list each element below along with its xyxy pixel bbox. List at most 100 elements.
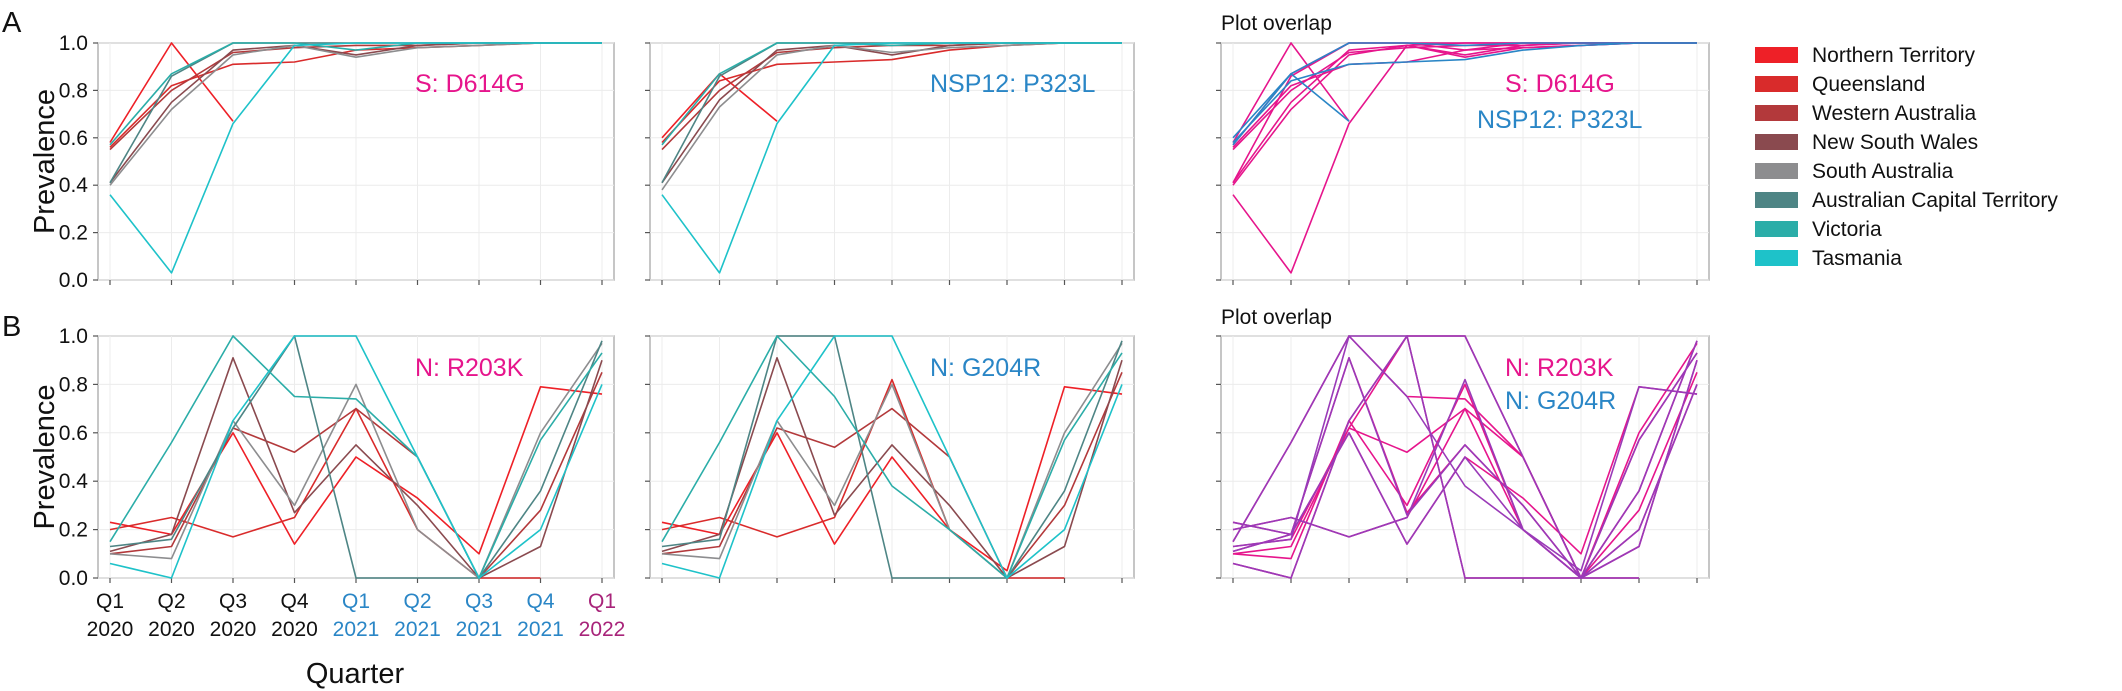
series-line xyxy=(109,335,603,579)
legend-item: Western Australia xyxy=(1755,102,1977,125)
legend-item: Australian Capital Territory xyxy=(1755,189,2058,212)
mutation-label: S: D614G xyxy=(1505,70,1615,98)
chart-panel: 0.0 0.2 0.4 0.6 0.8 1.0 Prevalence S: D614G xyxy=(29,32,615,292)
x-tick-year-label: 2021 xyxy=(333,618,380,641)
legend-swatch xyxy=(1755,76,1798,92)
panel-letter-a: A xyxy=(2,7,22,39)
y-tick-label: 1.0 xyxy=(59,325,88,348)
mutation-label: N: G204R xyxy=(930,354,1041,382)
series-line xyxy=(109,371,603,579)
legend-label: New South Wales xyxy=(1812,131,1978,154)
series-line xyxy=(1232,385,1698,572)
series-line xyxy=(1232,342,1698,579)
legend-swatch xyxy=(1755,221,1798,237)
y-axis-title: Prevalence xyxy=(29,384,61,529)
x-tick-quarter-label: Q3 xyxy=(219,590,247,613)
series-line xyxy=(109,42,602,274)
legend-label: Queensland xyxy=(1812,73,1925,96)
x-tick-year-label: 2022 xyxy=(579,618,626,641)
y-tick-label: 0.0 xyxy=(59,269,88,292)
legend-label: Tasmania xyxy=(1812,247,1902,270)
y-tick-label: 0.8 xyxy=(59,79,88,102)
y-tick-label: 0.2 xyxy=(59,222,88,245)
x-tick-quarter-label: Q2 xyxy=(157,590,185,613)
legend-swatch xyxy=(1755,192,1798,208)
y-tick-label: 0.4 xyxy=(59,174,89,197)
legend-item: New South Wales xyxy=(1755,131,1978,154)
panel-letter-b: B xyxy=(2,311,21,343)
x-tick-quarter-label: Q1 xyxy=(342,590,370,613)
legend-label: Northern Territory xyxy=(1812,44,1975,67)
overlap-title: Plot overlap xyxy=(1221,306,1332,329)
series-line xyxy=(109,342,603,579)
legend: Northern Territory Queensland Western Aust… xyxy=(1755,44,2058,270)
legend-item: Queensland xyxy=(1755,73,1925,96)
series-line xyxy=(1232,371,1698,579)
series-line xyxy=(661,335,1123,579)
series-line xyxy=(109,42,234,143)
chart-panels: 0.0 0.2 0.4 0.6 0.8 1.0 Prevalence S: D614G NSP1… xyxy=(29,12,1710,690)
legend-swatch xyxy=(1755,47,1798,63)
overlap-title: Plot overlap xyxy=(1221,12,1332,35)
legend-swatch xyxy=(1755,105,1798,121)
mutation-label: NSP12: P323L xyxy=(1477,106,1642,134)
series-line xyxy=(1232,335,1698,579)
mutation-label: NSP12: P323L xyxy=(930,70,1095,98)
legend-label: Australian Capital Territory xyxy=(1812,189,2058,212)
y-tick-label: 1.0 xyxy=(59,32,88,55)
x-tick-quarter-label: Q4 xyxy=(526,590,554,613)
x-tick-quarter-label: Q4 xyxy=(280,590,308,613)
x-tick-year-label: 2021 xyxy=(517,618,564,641)
chart-panel: Plot overlap S: D614G NSP12: P323L xyxy=(1216,12,1710,285)
series-line xyxy=(109,335,603,579)
series-line xyxy=(109,335,603,579)
series-line xyxy=(661,42,1122,274)
legend-label: Western Australia xyxy=(1812,102,1977,125)
series-line xyxy=(661,335,1123,579)
series-line xyxy=(661,342,1123,579)
legend-swatch xyxy=(1755,250,1798,266)
series-line xyxy=(1232,335,1698,579)
mutation-label: S: D614G xyxy=(415,70,525,98)
series-line xyxy=(1232,356,1698,579)
legend-item: Northern Territory xyxy=(1755,44,1975,67)
x-tick-quarter-label: Q1 xyxy=(96,590,124,613)
series-line xyxy=(1232,335,1698,579)
x-tick-year-label: 2020 xyxy=(87,618,134,641)
series-line xyxy=(661,385,1123,572)
legend-swatch xyxy=(1755,163,1798,179)
legend-item: Tasmania xyxy=(1755,247,1902,270)
mutation-label: N: R203K xyxy=(1505,354,1614,382)
y-tick-label: 0.2 xyxy=(59,519,88,542)
chart-panel: NSP12: P323L xyxy=(645,42,1135,285)
y-tick-label: 0.8 xyxy=(59,373,88,396)
mutation-label: N: G204R xyxy=(1505,387,1616,415)
x-tick-year-label: 2021 xyxy=(394,618,441,641)
x-tick-year-label: 2020 xyxy=(271,618,318,641)
series-line xyxy=(1232,42,1697,146)
y-tick-label: 0.4 xyxy=(59,470,89,493)
legend-item: Victoria xyxy=(1755,218,1882,241)
legend-swatch xyxy=(1755,134,1798,150)
x-tick-year-label: 2020 xyxy=(148,618,195,641)
series-line xyxy=(661,356,1123,579)
y-tick-label: 0.6 xyxy=(59,127,88,150)
legend-item: South Australia xyxy=(1755,160,1954,183)
legend-label: Victoria xyxy=(1812,218,1882,241)
x-tick-year-label: 2021 xyxy=(456,618,503,641)
x-tick-quarter-label: Q2 xyxy=(403,590,431,613)
series-line xyxy=(1232,42,1350,143)
x-tick-year-label: 2020 xyxy=(210,618,257,641)
series-line xyxy=(109,385,603,555)
y-axis-title: Prevalence xyxy=(29,89,61,234)
chart-panel: 0.0 0.2 0.4 0.6 0.8 1.0 Prevalence Q1 2020 Q2 2020… xyxy=(29,325,625,690)
series-line xyxy=(661,335,1123,579)
y-tick-label: 0.6 xyxy=(59,422,88,445)
series-line xyxy=(661,371,1123,579)
mutation-label: N: R203K xyxy=(415,354,524,382)
x-tick-quarter-label: Q3 xyxy=(465,590,493,613)
x-axis-title: Quarter xyxy=(306,658,405,690)
legend-label: South Australia xyxy=(1812,160,1954,183)
series-line xyxy=(109,356,603,579)
